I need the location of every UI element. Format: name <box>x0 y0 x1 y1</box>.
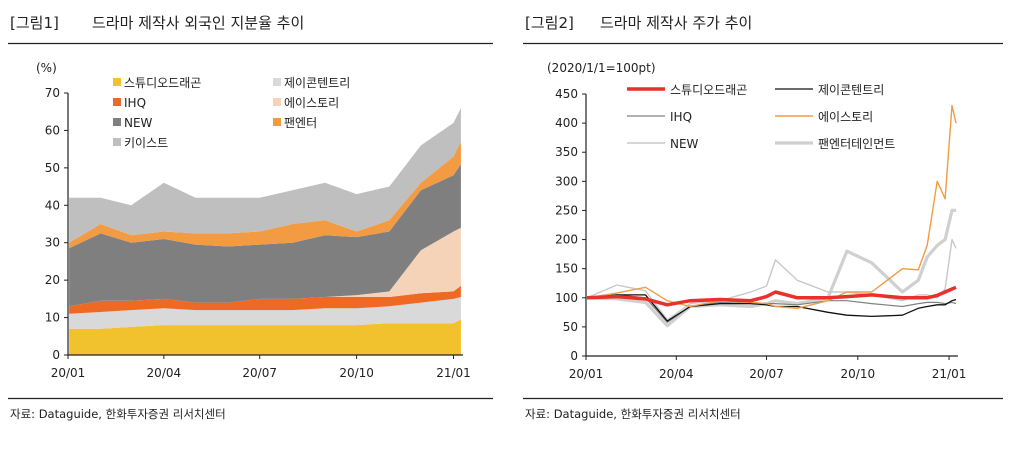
figure-2-footer: 자료: Dataguide, 한화투자증권 리서치센터 <box>523 397 1003 421</box>
y-tick-label: 30 <box>45 236 60 250</box>
area-6 <box>69 108 461 243</box>
legend: 스튜디오드래곤 제이콘텐트리 IHQ 에이스토리 NEW 팬엔터테인먼트 <box>627 83 895 151</box>
y-tick-label: 40 <box>45 198 60 212</box>
figure-2-label: [그림2] <box>525 14 574 32</box>
x-tick-label: 20/07 <box>242 366 277 380</box>
chart-stock-price: (2020/1/1=100pt) 0 50 100 150 200 250 300 350 400… <box>547 61 966 381</box>
area-1 <box>69 297 461 329</box>
x-tick-label: 21/01 <box>932 367 967 381</box>
legend-label: 스튜디오드래곤 <box>124 76 201 90</box>
legend-label: 제이콘텐트리 <box>284 76 350 90</box>
y-tick-label: 60 <box>45 123 60 137</box>
legend-label: 에이스토리 <box>284 96 339 110</box>
legend-label: IHQ <box>124 96 146 110</box>
y-tick-label: 100 <box>555 291 578 305</box>
x-tick-label: 21/01 <box>436 366 471 380</box>
legend-label: 스튜디오드래곤 <box>670 83 747 97</box>
x-tick-label: 20/04 <box>147 366 182 380</box>
series-line-2 <box>586 294 957 323</box>
area-4 <box>69 164 461 307</box>
y-tick-label: 20 <box>45 273 60 287</box>
legend-swatch <box>273 118 281 126</box>
x-tick-label: 20/04 <box>659 367 694 381</box>
figure-1-label: [그림1] <box>10 14 59 32</box>
series-line-4 <box>586 238 957 321</box>
y-tick-label: 400 <box>555 116 578 130</box>
y-tick-label: 50 <box>45 161 60 175</box>
x-tick-label: 20/07 <box>749 367 784 381</box>
figure-2-title: 드라마 제작사 주가 추이 <box>600 14 752 32</box>
legend-label: 제이콘텐트리 <box>818 83 884 97</box>
legend-label: 팬엔터 <box>284 116 317 130</box>
legend-label: 팬엔터테인먼트 <box>818 137 895 151</box>
figure-1-footer: 자료: Dataguide, 한화투자증권 리서치센터 <box>8 397 493 421</box>
chart-foreign-ownership: (%) 0 10 20 30 40 50 60 70 20/01 20/04 20/07 20/10 21… <box>36 61 471 380</box>
area-2 <box>69 285 461 314</box>
x-tick-label: 20/10 <box>339 366 374 380</box>
x-tick-label: 20/01 <box>569 367 604 381</box>
legend-label: IHQ <box>670 110 692 124</box>
y-unit-label: (2020/1/1=100pt) <box>547 61 656 75</box>
figure-1-source: 자료: Dataguide, 한화투자증권 리서치센터 <box>10 407 226 421</box>
legend-swatch <box>273 98 281 106</box>
legend-label: 에이스토리 <box>818 110 873 124</box>
y-tick-label: 50 <box>563 320 578 334</box>
y-tick-label: 350 <box>555 145 578 159</box>
legend-swatch <box>113 118 121 126</box>
y-tick-label: 70 <box>45 86 60 100</box>
series-line-0 <box>586 285 957 307</box>
y-tick-label: 450 <box>555 87 578 101</box>
legend-label: NEW <box>670 137 699 151</box>
legend-label: NEW <box>124 116 153 130</box>
y-tick-label: 200 <box>555 233 578 247</box>
y-tick-label: 0 <box>570 349 578 363</box>
y-tick-label: 0 <box>52 348 60 362</box>
y-tick-label: 10 <box>45 311 60 325</box>
legend-swatch <box>273 78 281 86</box>
y-tick-label: 150 <box>555 262 578 276</box>
area-0 <box>69 319 461 355</box>
series-line-1 <box>586 294 957 322</box>
x-tick-label: 20/10 <box>841 367 876 381</box>
legend-label: 키이스트 <box>124 136 168 150</box>
legend-swatch <box>113 138 121 146</box>
series-line-3 <box>586 104 957 309</box>
y-tick-label: 300 <box>555 174 578 188</box>
figure-2-header: [그림2] 드라마 제작사 주가 추이 <box>523 14 1003 45</box>
x-tick-label: 20/01 <box>51 366 86 380</box>
legend-swatch <box>113 78 121 86</box>
figure-1-title: 드라마 제작사 외국인 지분율 추이 <box>92 14 304 32</box>
legend-swatch <box>113 98 121 106</box>
figure-1-header: [그림1] 드라마 제작사 외국인 지분율 추이 <box>8 14 493 45</box>
figure-2-source: 자료: Dataguide, 한화투자증권 리서치센터 <box>525 407 741 421</box>
y-unit-label: (%) <box>36 61 57 75</box>
y-tick-label: 250 <box>555 203 578 217</box>
series-line-5 <box>586 208 956 328</box>
